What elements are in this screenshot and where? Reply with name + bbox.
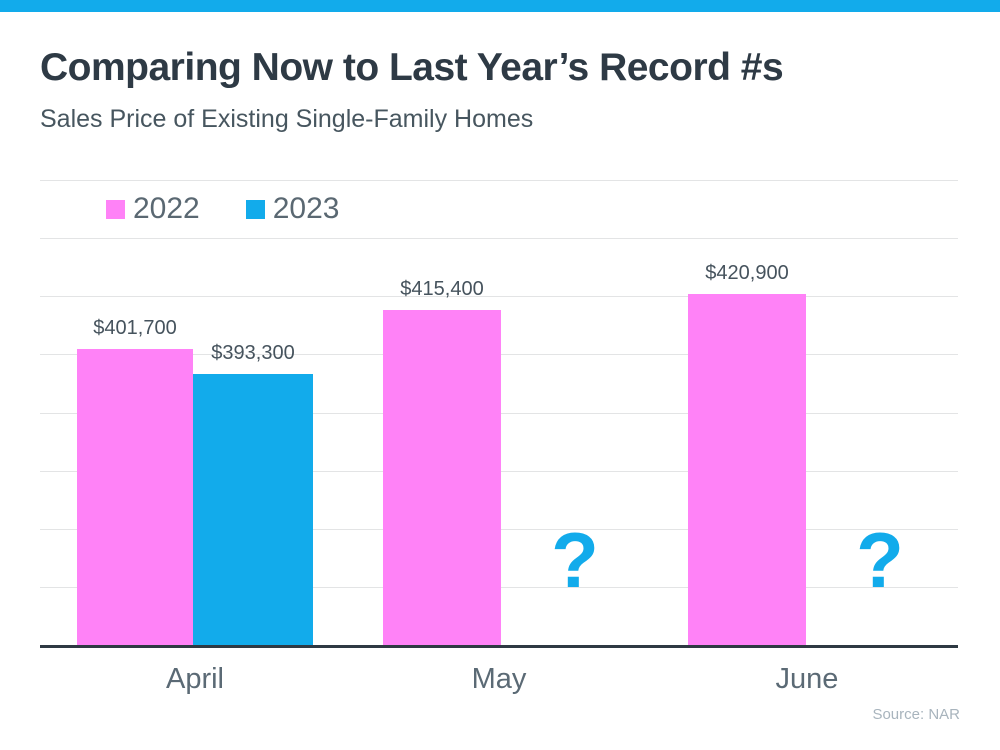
plot-area: 2022 2023 $401,700 $393,300 $415,400 $42… (40, 180, 958, 648)
x-axis-label-april: April (165, 663, 224, 695)
legend-label-2022: 2022 (133, 192, 200, 225)
chart-title: Comparing Now to Last Year’s Record #s (40, 46, 784, 89)
legend-label-2023: 2023 (272, 192, 340, 225)
legend-item-2023: 2023 (245, 192, 340, 226)
source-credit: Source: NAR (872, 706, 960, 723)
legend-item-2022: 2022 (106, 192, 200, 226)
bar-may-2022 (383, 310, 501, 645)
gridline (40, 180, 958, 181)
gridline (40, 238, 958, 240)
bar-value-label-may-2022: $415,400 (400, 278, 484, 300)
legend-swatch-2022-icon (106, 199, 125, 219)
x-axis-label-may: May (471, 663, 527, 695)
bar-june-2022 (688, 294, 806, 645)
x-axis-labels: April May June (40, 663, 958, 703)
bar-april-2022 (77, 349, 193, 645)
chart-subtitle: Sales Price of Existing Single-Family Ho… (40, 105, 534, 133)
x-axis-label-june: June (775, 663, 839, 695)
bar-value-label-april-2023: $393,300 (211, 342, 295, 364)
question-mark-may-2023: ? (551, 516, 599, 604)
legend-swatch-2023-icon (245, 199, 265, 219)
gridline (40, 296, 958, 298)
bar-value-label-june-2022: $420,900 (705, 262, 789, 284)
x-axis-line (40, 645, 958, 648)
question-mark-june-2023: ? (856, 516, 904, 604)
legend: 2022 2023 (106, 192, 386, 226)
bar-value-label-april-2022: $401,700 (93, 317, 177, 339)
bar-april-2023 (193, 374, 313, 645)
top-accent-bar (0, 0, 1000, 12)
